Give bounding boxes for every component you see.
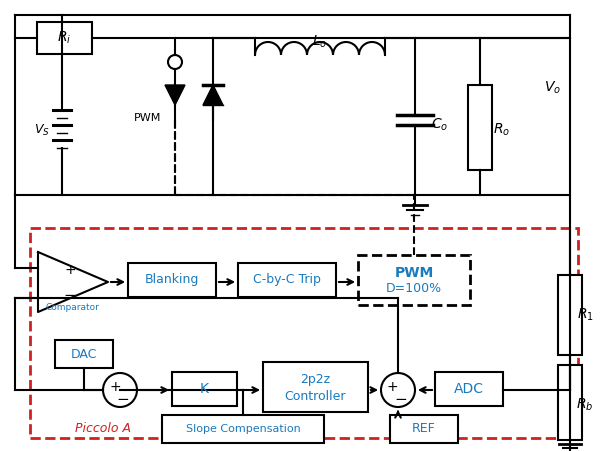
Text: $R_b$: $R_b$ <box>577 397 593 413</box>
Text: Slope Compensation: Slope Compensation <box>185 424 301 434</box>
Polygon shape <box>38 252 108 312</box>
Text: ADC: ADC <box>454 382 484 396</box>
Text: $V_S$: $V_S$ <box>34 123 50 138</box>
Text: Controller: Controller <box>284 390 346 402</box>
Text: $L_o$: $L_o$ <box>313 34 328 50</box>
Bar <box>263 362 368 412</box>
Text: −: − <box>116 391 130 406</box>
Text: Piccolo A: Piccolo A <box>75 422 131 434</box>
Text: +: + <box>386 380 398 394</box>
Text: $V_o$: $V_o$ <box>544 80 562 96</box>
Text: +: + <box>64 263 76 277</box>
Text: $C_o$: $C_o$ <box>431 117 449 133</box>
Text: Comparator: Comparator <box>45 304 99 313</box>
Bar <box>390 415 458 443</box>
Polygon shape <box>203 85 223 105</box>
Bar <box>30 228 578 438</box>
Text: D=100%: D=100% <box>386 282 442 295</box>
Polygon shape <box>165 85 185 105</box>
Text: −: − <box>64 287 76 303</box>
Text: C-by-C Trip: C-by-C Trip <box>253 273 321 286</box>
Bar <box>558 365 582 440</box>
Text: 2p2z: 2p2z <box>300 373 330 387</box>
Text: $R_i$: $R_i$ <box>57 30 71 46</box>
Text: Blanking: Blanking <box>145 273 199 286</box>
Bar <box>238 263 336 297</box>
Text: +: + <box>109 380 121 394</box>
Text: DAC: DAC <box>71 348 97 360</box>
Bar <box>358 255 470 305</box>
Bar <box>172 372 237 406</box>
Bar <box>128 263 216 297</box>
Text: PWM: PWM <box>134 113 161 123</box>
Text: $R_1$: $R_1$ <box>577 307 593 323</box>
Text: PWM: PWM <box>394 266 434 280</box>
Bar <box>468 85 492 170</box>
Bar <box>37 22 92 54</box>
Bar <box>558 275 582 355</box>
Text: −: − <box>395 391 407 406</box>
Text: $R_o$: $R_o$ <box>493 122 511 138</box>
Text: REF: REF <box>412 423 436 436</box>
Bar <box>435 372 503 406</box>
Text: K: K <box>199 382 209 396</box>
Bar <box>162 415 324 443</box>
Bar <box>55 340 113 368</box>
